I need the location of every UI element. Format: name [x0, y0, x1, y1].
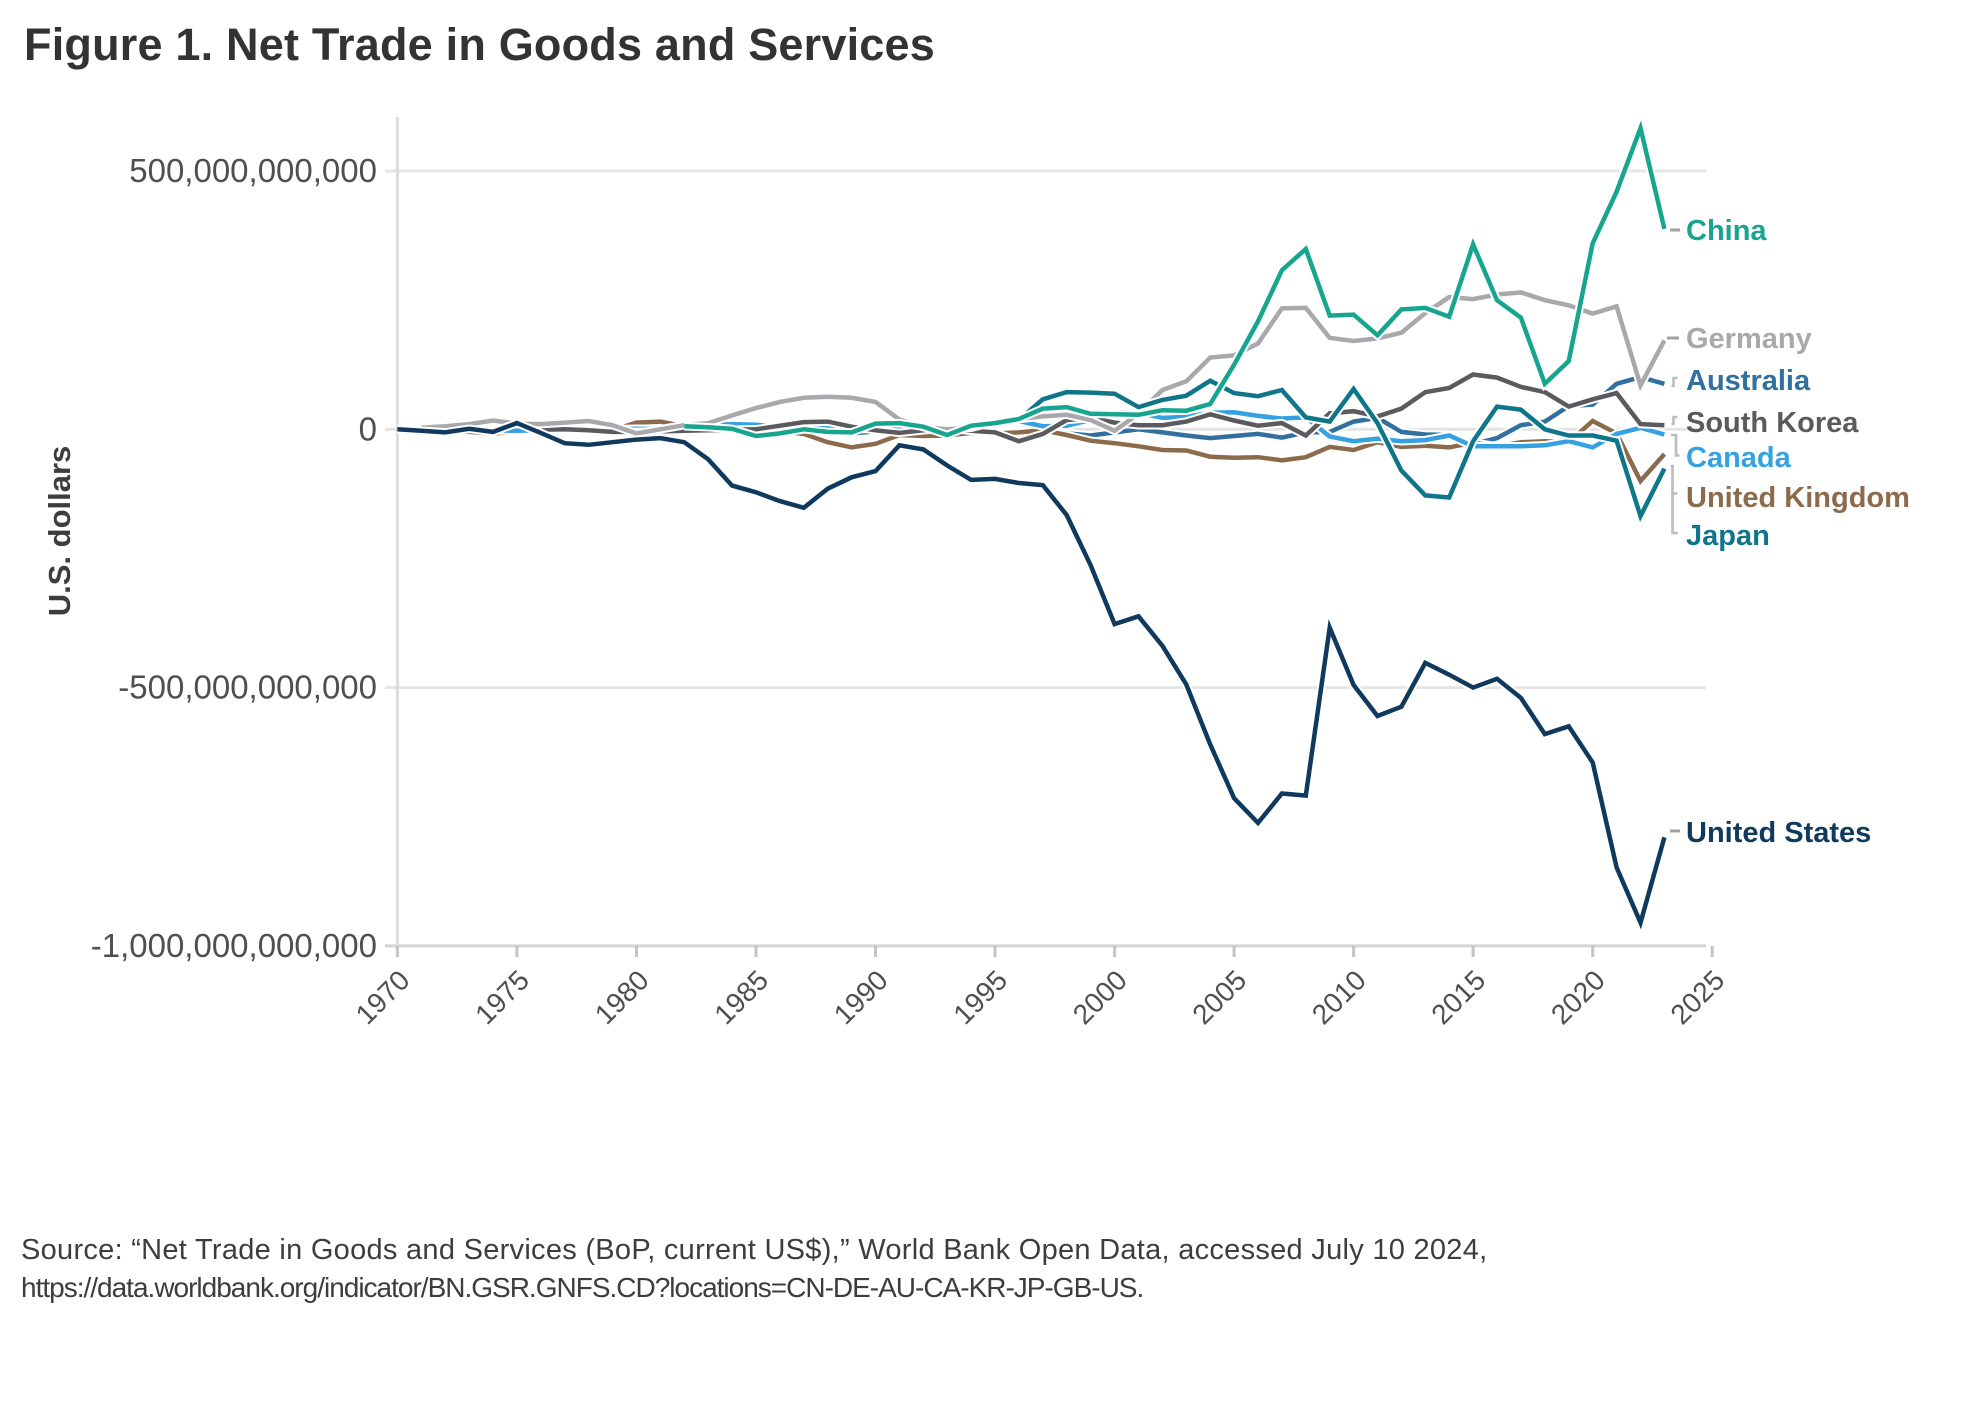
svg-text:United States: United States	[1686, 817, 1871, 849]
svg-text:China: China	[1686, 215, 1767, 247]
svg-text:Figure 1. Net Trade in Goods a: Figure 1. Net Trade in Goods and Service…	[24, 19, 935, 70]
svg-text:Japan: Japan	[1686, 520, 1770, 552]
svg-text:-1,000,000,000,000: -1,000,000,000,000	[91, 927, 377, 964]
svg-text:Germany: Germany	[1686, 323, 1812, 355]
svg-text:-500,000,000,000: -500,000,000,000	[118, 669, 377, 706]
svg-text:U.S. dollars: U.S. dollars	[42, 446, 77, 617]
svg-text:500,000,000,000: 500,000,000,000	[129, 152, 377, 189]
svg-text:South Korea: South Korea	[1686, 407, 1859, 439]
svg-text:0: 0	[359, 410, 377, 447]
svg-text:Canada: Canada	[1686, 442, 1792, 474]
svg-text:https://data.worldbank.org/ind: https://data.worldbank.org/indicator/BN.…	[21, 1272, 1143, 1303]
svg-text:Source: “Net Trade in Goods an: Source: “Net Trade in Goods and Services…	[21, 1234, 1487, 1266]
svg-text:Australia: Australia	[1686, 365, 1811, 397]
svg-text:United Kingdom: United Kingdom	[1686, 482, 1910, 514]
